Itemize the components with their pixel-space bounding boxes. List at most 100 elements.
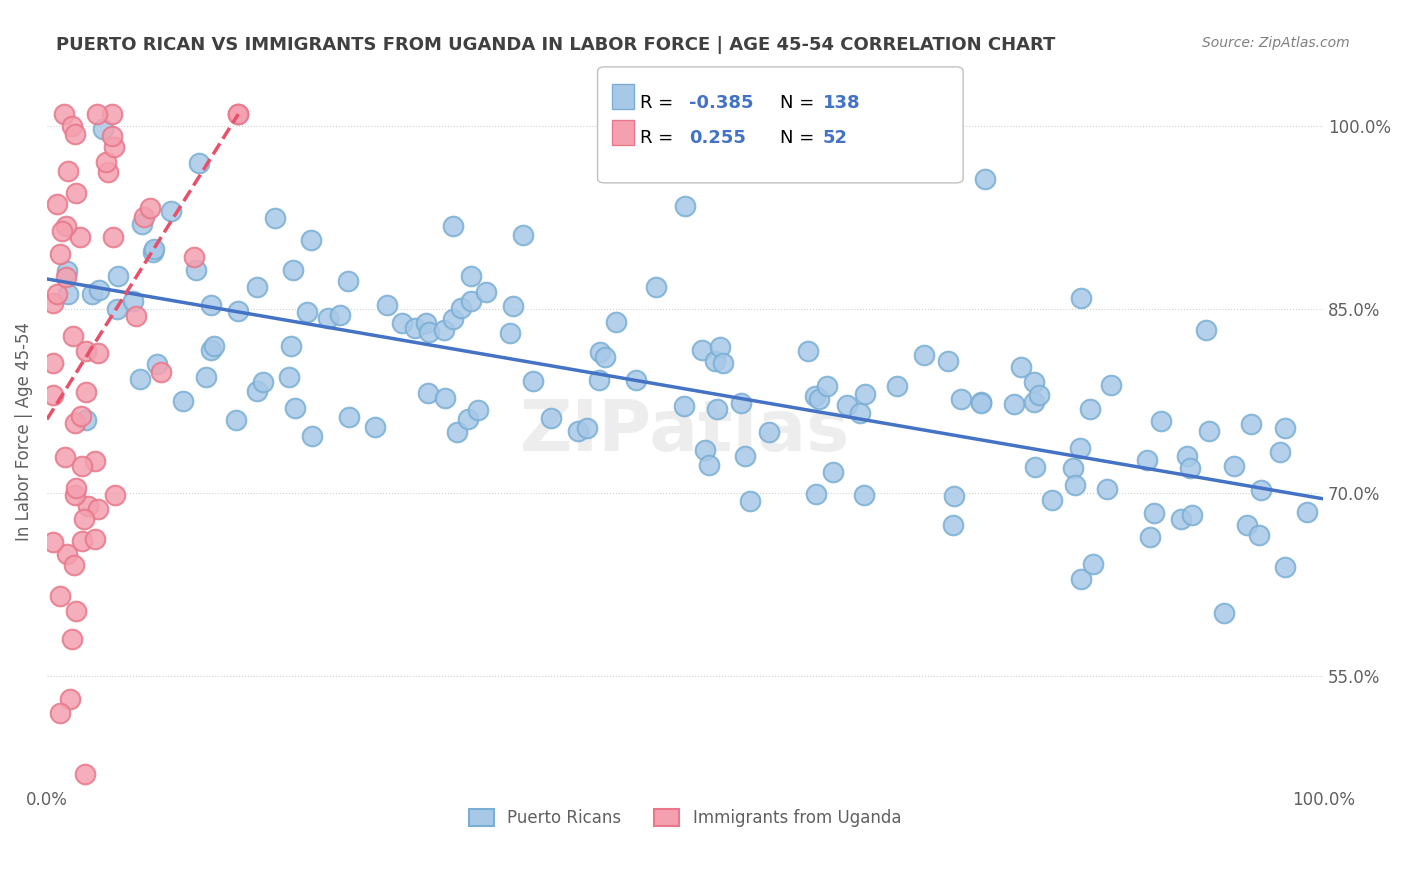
Point — [70, 459, 93, 474]
Point — [73, 512, 96, 526]
Point — [278, 370, 301, 384]
Point — [375, 298, 398, 312]
Point — [418, 325, 440, 339]
Point — [150, 365, 173, 379]
Point — [467, 403, 489, 417]
Point — [673, 199, 696, 213]
Point — [187, 155, 209, 169]
Point — [283, 263, 305, 277]
Point — [142, 243, 165, 257]
Point — [60, 119, 83, 133]
Point — [63, 558, 86, 572]
Text: PUERTO RICAN VS IMMIGRANTS FROM UGANDA IN LABOR FORCE | AGE 45-54 CORRELATION CH: PUERTO RICAN VS IMMIGRANTS FROM UGANDA I… — [56, 36, 1056, 54]
Point — [363, 420, 385, 434]
Point — [404, 321, 426, 335]
Point — [225, 413, 247, 427]
Point — [101, 129, 124, 144]
Point — [65, 186, 87, 200]
Point — [75, 343, 97, 358]
Point — [264, 211, 287, 225]
Point — [693, 442, 716, 457]
Point — [125, 309, 148, 323]
Point — [55, 269, 77, 284]
Point — [797, 344, 820, 359]
Text: 52: 52 — [823, 129, 848, 147]
Point — [56, 547, 79, 561]
Point — [460, 294, 482, 309]
Point — [1236, 517, 1258, 532]
Point — [97, 164, 120, 178]
Point — [936, 354, 959, 368]
Point — [588, 373, 610, 387]
Point — [184, 263, 207, 277]
Point — [849, 406, 872, 420]
Point — [567, 424, 589, 438]
Point — [101, 230, 124, 244]
Point — [246, 280, 269, 294]
Point — [441, 219, 464, 233]
Point — [912, 348, 935, 362]
Text: 138: 138 — [823, 94, 860, 112]
Point — [973, 171, 995, 186]
Point — [475, 285, 498, 299]
Point — [46, 197, 69, 211]
Point — [1223, 458, 1246, 473]
Point — [1022, 375, 1045, 389]
Point — [1150, 414, 1173, 428]
Y-axis label: In Labor Force | Age 45-54: In Labor Force | Age 45-54 — [15, 322, 32, 541]
Point — [69, 409, 91, 424]
Point — [433, 391, 456, 405]
Text: -0.385: -0.385 — [689, 94, 754, 112]
Point — [734, 449, 756, 463]
Point — [75, 384, 97, 399]
Point — [51, 224, 73, 238]
Point — [280, 339, 302, 353]
Point — [1240, 417, 1263, 431]
Point — [172, 394, 194, 409]
Point — [942, 518, 965, 533]
Point — [146, 357, 169, 371]
Point — [970, 395, 993, 409]
Point — [76, 499, 98, 513]
Point — [75, 413, 97, 427]
Point — [624, 373, 647, 387]
Point — [821, 465, 844, 479]
Point — [80, 287, 103, 301]
Point — [1136, 452, 1159, 467]
Point — [1139, 530, 1161, 544]
Point — [1247, 528, 1270, 542]
Point — [943, 489, 966, 503]
Point — [1180, 461, 1202, 475]
Point — [1213, 606, 1236, 620]
Text: R =: R = — [640, 94, 679, 112]
Point — [62, 329, 84, 343]
Point — [183, 250, 205, 264]
Point — [1002, 397, 1025, 411]
Point — [72, 534, 94, 549]
Point — [1028, 388, 1050, 402]
Point — [69, 230, 91, 244]
Point — [1268, 444, 1291, 458]
Point — [699, 458, 721, 472]
Point — [59, 692, 82, 706]
Point — [49, 589, 72, 603]
Point — [522, 374, 544, 388]
Point — [63, 127, 86, 141]
Point — [706, 402, 728, 417]
Point — [499, 326, 522, 340]
Point — [1010, 360, 1032, 375]
Point — [1069, 441, 1091, 455]
Point — [42, 356, 65, 370]
Point — [595, 351, 617, 365]
Point — [804, 487, 827, 501]
Point — [297, 305, 319, 319]
Point — [226, 304, 249, 318]
Point — [58, 286, 80, 301]
Point — [55, 219, 77, 233]
Point — [1095, 482, 1118, 496]
Point — [1143, 506, 1166, 520]
Point — [132, 211, 155, 225]
Point — [53, 107, 76, 121]
Point — [104, 488, 127, 502]
Point — [336, 275, 359, 289]
